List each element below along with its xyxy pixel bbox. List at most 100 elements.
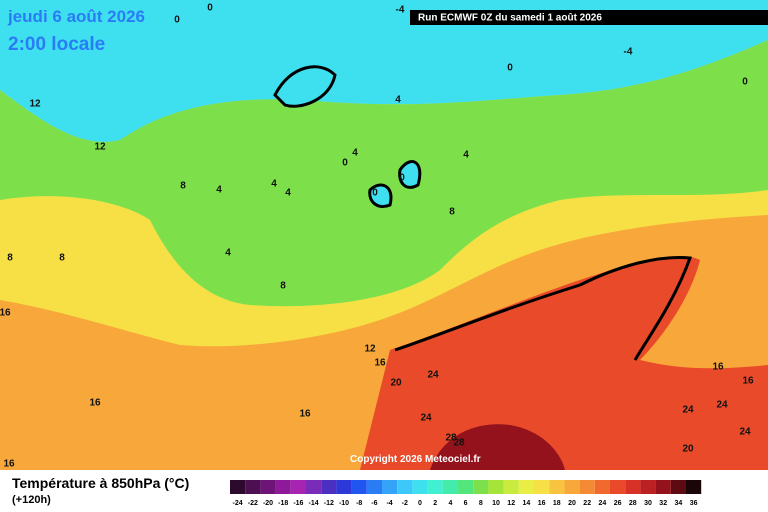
colorbar-swatch — [488, 480, 504, 494]
colorbar-swatch — [686, 480, 702, 494]
contour-label: 28 — [445, 433, 457, 444]
colorbar-swatch — [260, 480, 276, 494]
colorbar-swatch — [503, 480, 519, 494]
colorbar-swatch — [245, 480, 261, 494]
colorbar-label: 24 — [599, 500, 607, 507]
colorbar-label: 8 — [479, 500, 483, 507]
contour-label: 16 — [742, 376, 754, 387]
colorbar-swatch — [534, 480, 550, 494]
contour-label: 0 — [174, 15, 180, 26]
colorbar-label: -18 — [278, 500, 288, 507]
colorbar-label: 12 — [507, 500, 515, 507]
colorbar-swatch — [458, 480, 474, 494]
contour-label: 4 — [285, 188, 291, 199]
contour-label: 4 — [395, 95, 401, 106]
colorbar-label: -10 — [339, 500, 349, 507]
contour-label: 16 — [712, 362, 724, 373]
colorbar-swatch — [306, 480, 322, 494]
contour-label: 24 — [682, 405, 694, 416]
contour-label: 8 — [280, 281, 286, 292]
contour-label: 12 — [29, 99, 41, 110]
colorbar-swatch — [275, 480, 291, 494]
colorbar-label: 30 — [644, 500, 652, 507]
contour-label: 16 — [299, 409, 311, 420]
colorbar-label: -12 — [324, 500, 334, 507]
colorbar-label: 4 — [448, 500, 452, 507]
contour-label: -4 — [396, 5, 405, 16]
legend-lead: (+120h) — [12, 494, 51, 506]
colorbar-label: 2 — [433, 500, 437, 507]
cold-zone — [0, 0, 768, 142]
copyright: Copyright 2026 Meteociel.fr — [350, 454, 481, 465]
colorbar-swatch — [549, 480, 565, 494]
colorbar-label: 10 — [492, 500, 500, 507]
colorbar-label: 22 — [583, 500, 591, 507]
colorbar-label: -2 — [402, 500, 408, 507]
colorbar-swatch — [412, 480, 428, 494]
contour-label: 4 — [225, 248, 231, 259]
contour-label: 16 — [374, 358, 386, 369]
colorbar-label: -20 — [263, 500, 273, 507]
contour-label: 24 — [716, 400, 728, 411]
colorbar-swatch — [336, 480, 352, 494]
colorbar-label: 34 — [675, 500, 683, 507]
contour-label: 12 — [94, 142, 106, 153]
colorbar-label: 6 — [464, 500, 468, 507]
contour-label: 16 — [89, 398, 101, 409]
contour-label: 0 — [207, 3, 213, 14]
contour-label: 20 — [390, 378, 402, 389]
time: 2:00 locale — [8, 34, 105, 55]
colorbar-swatch — [366, 480, 382, 494]
colorbar-swatch — [579, 480, 595, 494]
colorbar-label: 18 — [553, 500, 561, 507]
contour-label: 20 — [682, 444, 694, 455]
colorbar-swatch — [442, 480, 458, 494]
colorbar-swatch — [290, 480, 306, 494]
date: jeudi 6 août 2026 — [7, 7, 145, 26]
colorbar-label: -8 — [356, 500, 362, 507]
contour-24 — [579, 256, 693, 361]
contour-label: 8 — [7, 253, 13, 264]
colorbar-swatch — [321, 480, 337, 494]
contour-label: 24 — [427, 370, 439, 381]
contour-label: 12 — [364, 344, 376, 355]
contour-label: 24 — [420, 413, 432, 424]
very-hot-zone — [430, 424, 565, 470]
contour-label: 0 — [372, 188, 378, 199]
colorbar-label: 32 — [659, 500, 667, 507]
colorbar-swatch — [518, 480, 534, 494]
colorbar-label: 16 — [538, 500, 546, 507]
contour-0 — [273, 65, 422, 208]
colorbar-label: -24 — [233, 500, 243, 507]
contour-label: 16 — [0, 308, 11, 319]
colorbar-swatch — [397, 480, 413, 494]
colorbar-swatch — [594, 480, 610, 494]
mild-zone — [0, 40, 768, 307]
colorbar-swatch — [610, 480, 626, 494]
colorbar-swatch — [230, 480, 246, 494]
colorbar-label: 0 — [418, 500, 422, 507]
contour-label: 0 — [507, 63, 513, 74]
colorbar-label: -16 — [293, 500, 303, 507]
colorbar-swatch — [625, 480, 641, 494]
colorbar-label: 20 — [568, 500, 576, 507]
colorbar-label: -4 — [386, 500, 392, 507]
contour-label: -4 — [624, 47, 633, 58]
contour-label: 0 — [342, 158, 348, 169]
contour-label: 24 — [739, 427, 751, 438]
contour-label: 4 — [271, 179, 277, 190]
contour-label: 4 — [216, 185, 222, 196]
contour-label: 4 — [463, 150, 469, 161]
colorbar-label: 14 — [523, 500, 531, 507]
contour-label: 0 — [742, 77, 748, 88]
colorbar-swatch — [351, 480, 367, 494]
colorbar-swatch — [564, 480, 580, 494]
run-text: Run ECMWF 0Z du samedi 1 août 2026 — [418, 13, 602, 24]
contour-label: 16 — [3, 459, 15, 470]
contour-label: 8 — [59, 253, 65, 264]
contour-24 — [394, 283, 581, 352]
colorbar-label: 28 — [629, 500, 637, 507]
run-banner — [410, 10, 768, 25]
